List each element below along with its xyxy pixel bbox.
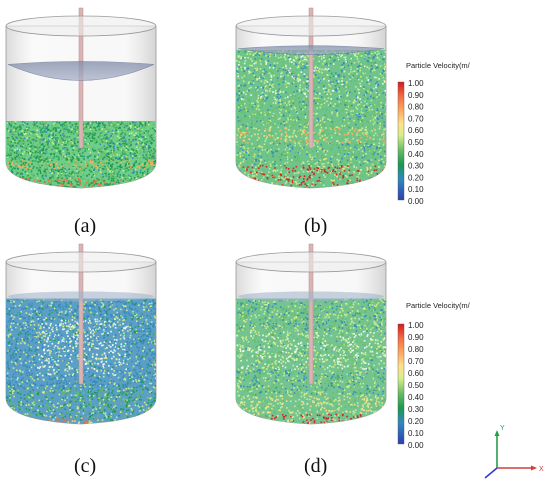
colorbar-bottom-title: Particle Velocity(m/ [406,301,471,310]
axis-x-label: X [539,466,544,473]
colorbar-tick-label: 0.60 [408,126,424,135]
colorbar-tick-label: 1.00 [408,79,424,88]
agitator-shaft [308,243,314,385]
colorbar-tick-label: 0.90 [408,333,424,342]
vessel-rim [235,15,387,37]
colorbar-tick-label: 0.00 [408,197,424,206]
colorbar-top: Particle Velocity(m/ 1.00 0.90 0.80 0.70 0.6… [397,61,471,206]
colorbar-tick-label: 0.10 [408,185,424,194]
colorbar-tick-label: 0.80 [408,345,424,354]
colorbar-tick-label: 1.00 [408,321,424,330]
colorbar-tick-label: 0.30 [408,162,424,171]
free-surface [238,291,384,302]
colorbar-top-title: Particle Velocity(m/ [406,61,471,70]
free-surface-disk [7,61,155,81]
vessel-rim [235,251,387,273]
axes-triad: X Y [484,425,544,479]
colorbar-tick-label: 0.50 [408,381,424,390]
panel-c: (c) [5,243,157,477]
colorbar-tick-label: 0.50 [408,138,424,147]
vessel-a [5,7,157,189]
panel-b: (b) [235,7,387,237]
colorbar-tick-label: 0.80 [408,103,424,112]
colorbar-tick-label: 0.30 [408,405,424,414]
colorbar-tick-label: 0.60 [408,369,424,378]
colorbar-bottom-scale [397,323,405,445]
colorbar-tick-label: 0.20 [408,173,424,182]
colorbar-top-scale [397,81,405,201]
colorbar-bottom: Particle Velocity(m/ 1.00 0.90 0.80 0.70 0.6… [397,301,471,450]
panel-label-d: (d) [304,455,327,477]
axis-y-label: Y [500,425,505,432]
colorbar-tick-label: 0.70 [408,357,424,366]
panel-label-b: (b) [304,215,327,237]
colorbar-tick-label: 0.20 [408,417,424,426]
colorbar-tick-label: 0.00 [408,441,424,450]
panel-a: (a) [5,7,157,237]
panel-label-a: (a) [74,215,96,237]
colorbar-tick-label: 0.40 [408,393,424,402]
vessel-b [235,7,387,189]
colorbar-tick-label: 0.10 [408,429,424,438]
agitator-shaft [78,243,84,385]
panel-d: (d) [235,243,387,477]
vessel-d [235,243,387,425]
axis-z-line [484,467,498,479]
colorbar-bottom-ticks: 1.00 0.90 0.80 0.70 0.60 0.50 0.40 0.30 0.20 0.10… [408,321,424,450]
colorbar-tick-label: 0.70 [408,114,424,123]
colorbar-tick-label: 0.90 [408,91,424,100]
axis-x-arrow [531,465,537,471]
free-surface [8,291,154,302]
colorbar-tick-label: 0.40 [408,150,424,159]
colorbar-top-ticks: 1.00 0.90 0.80 0.70 0.60 0.50 0.40 0.30 0.20 0.10… [408,79,424,206]
panel-label-c: (c) [74,455,96,477]
axis-y-arrow [494,430,500,436]
vessel-c [5,243,157,425]
agitator-shaft [308,7,314,149]
vessel-rim [5,15,157,37]
vessel-rim [5,251,157,273]
free-surface-disk [237,45,385,55]
